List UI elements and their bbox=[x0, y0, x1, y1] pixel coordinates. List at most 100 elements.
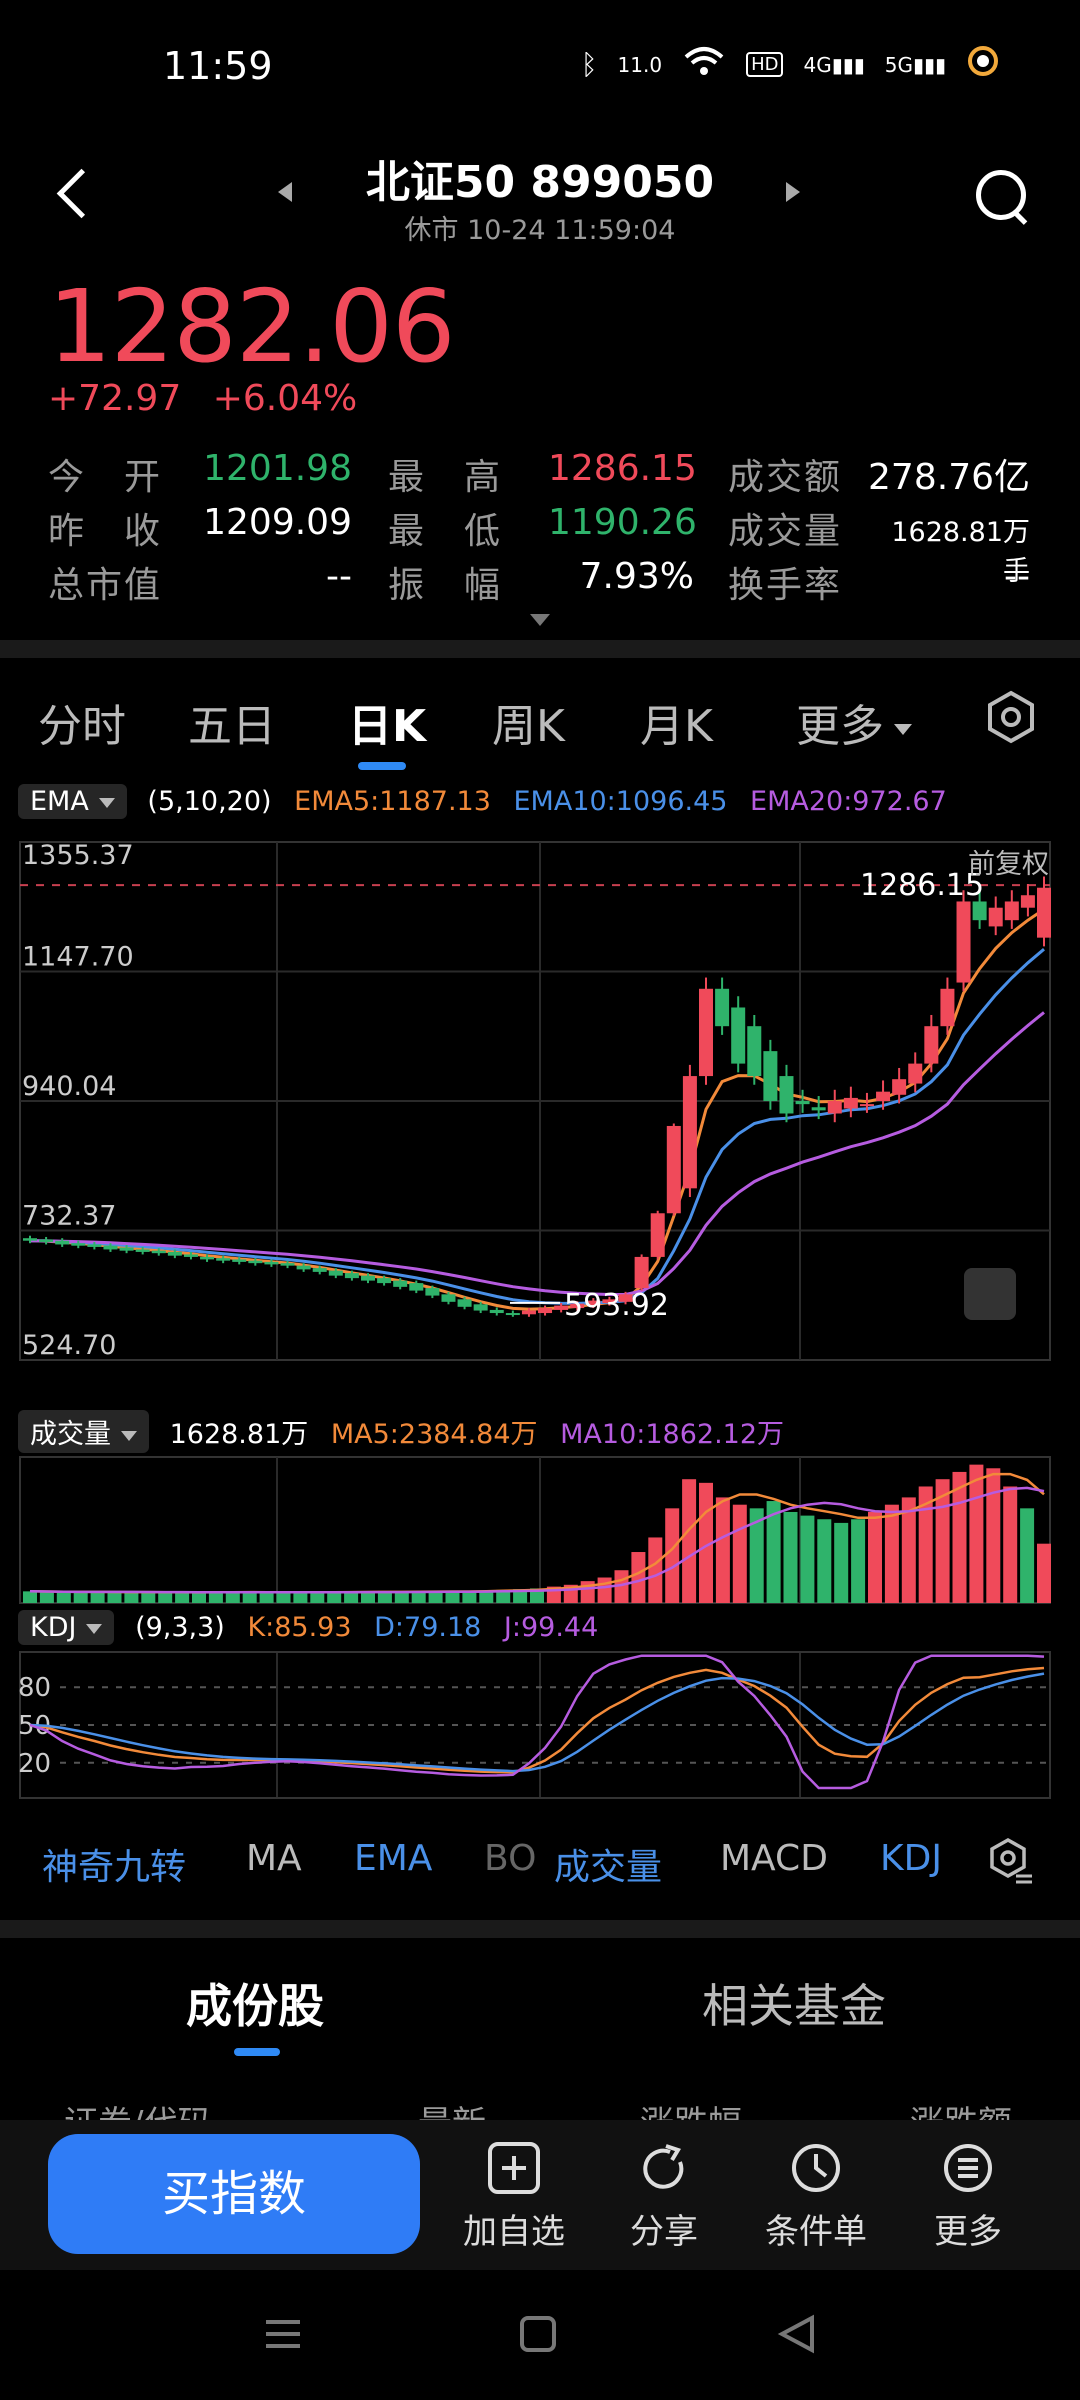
add-watchlist-button[interactable]: 加自选 bbox=[444, 2140, 584, 2253]
volume-bar bbox=[969, 1464, 984, 1603]
volume-bar bbox=[208, 1591, 223, 1603]
indicator-boll[interactable]: BO bbox=[484, 1838, 537, 1879]
indicator-macd[interactable]: MACD bbox=[720, 1838, 828, 1879]
price-adjust-label: 前复权 bbox=[968, 849, 1049, 880]
candle bbox=[618, 1294, 633, 1302]
candle bbox=[908, 1063, 923, 1084]
candle bbox=[55, 1240, 70, 1245]
volume-legend: 成交量 1628.81万 MA5:2384.84万 MA10:1862.12万 bbox=[18, 1410, 784, 1453]
volume-bar bbox=[90, 1592, 105, 1603]
volume-bar bbox=[868, 1511, 882, 1603]
recent-apps-icon[interactable] bbox=[266, 2320, 300, 2348]
previous-index-icon[interactable] bbox=[278, 182, 292, 202]
tab-monthly-k[interactable]: 月K bbox=[640, 701, 713, 752]
chart-settings-icon[interactable] bbox=[984, 690, 1038, 744]
indicator-selector: 神奇九转 MA EMA BO 成交量 MACD KDJ bbox=[0, 1830, 1080, 1900]
tab-weekly-k[interactable]: 周K bbox=[492, 701, 565, 752]
indicator-kdj[interactable]: KDJ bbox=[880, 1838, 942, 1879]
volume-bar bbox=[766, 1501, 781, 1603]
candle bbox=[988, 907, 1003, 927]
candle bbox=[87, 1244, 102, 1247]
stat-value: 1201.98 bbox=[203, 448, 352, 489]
candle bbox=[312, 1268, 327, 1272]
home-icon[interactable] bbox=[520, 2316, 556, 2352]
candle bbox=[570, 1303, 585, 1309]
indicator-ma[interactable]: MA bbox=[246, 1838, 302, 1879]
kdj-d-value: D:79.18 bbox=[374, 1612, 482, 1643]
volume-bar bbox=[141, 1592, 156, 1603]
candle bbox=[232, 1259, 247, 1262]
kdj-legend: KDJ (9,3,3) K:85.93 D:79.18 J:99.44 bbox=[18, 1610, 598, 1650]
tab-more[interactable]: 更多 bbox=[796, 690, 912, 754]
candle bbox=[377, 1278, 392, 1284]
tab-constituents[interactable]: 成份股 bbox=[186, 1979, 324, 2033]
candle bbox=[505, 1313, 520, 1316]
low-price-label: 593.92 bbox=[564, 1288, 669, 1323]
candle bbox=[731, 1007, 746, 1064]
indicator-nine-turns[interactable]: 神奇九转 bbox=[42, 1847, 187, 1888]
expand-stats-icon[interactable] bbox=[530, 614, 550, 626]
stat-value: -- bbox=[1004, 556, 1030, 597]
candle bbox=[151, 1250, 166, 1254]
more-button[interactable]: 更多 bbox=[898, 2140, 1038, 2253]
kdj-level-label: 80 bbox=[18, 1673, 51, 1703]
volume-selector[interactable]: 成交量 bbox=[18, 1410, 149, 1453]
candle bbox=[779, 1076, 794, 1114]
candle bbox=[586, 1300, 601, 1306]
vol-ma5-value: MA5:2384.84万 bbox=[330, 1419, 538, 1450]
volume-bar bbox=[124, 1592, 139, 1603]
volume-bar bbox=[682, 1479, 697, 1603]
crosshair-toggle-icon[interactable] bbox=[964, 1268, 1016, 1320]
tab-five-day[interactable]: 五日 bbox=[188, 701, 276, 752]
tab-daily-k[interactable]: 日K bbox=[348, 701, 427, 752]
next-index-icon[interactable] bbox=[786, 182, 800, 202]
volume-bar bbox=[175, 1592, 190, 1603]
volume-bar bbox=[158, 1592, 173, 1603]
candle bbox=[924, 1026, 939, 1064]
indicator-ema[interactable]: EMA bbox=[354, 1838, 433, 1879]
market-status: 休市 10-24 11:59:04 bbox=[404, 215, 676, 246]
constituent-tabs: 成份股 相关基金 bbox=[0, 1940, 1080, 2060]
candle bbox=[634, 1256, 649, 1289]
volume-bar bbox=[631, 1552, 646, 1603]
conditional-order-button[interactable]: 条件单 bbox=[746, 2140, 886, 2253]
volume-bar bbox=[293, 1591, 308, 1603]
volume-bar bbox=[445, 1590, 460, 1603]
stat-value: -- bbox=[326, 556, 352, 597]
stat-label: 总市值 bbox=[48, 565, 163, 606]
candle bbox=[811, 1107, 826, 1111]
indicator-volume[interactable]: 成交量 bbox=[554, 1847, 663, 1888]
back-nav-icon[interactable] bbox=[777, 2314, 814, 2354]
candle bbox=[1020, 895, 1035, 908]
ema-selector[interactable]: EMA bbox=[18, 784, 127, 819]
share-button[interactable]: 分享 bbox=[594, 2140, 734, 2253]
candle bbox=[39, 1239, 54, 1242]
kdj-selector[interactable]: KDJ bbox=[18, 1610, 115, 1645]
volume-bar bbox=[192, 1592, 206, 1603]
wifi-icon bbox=[682, 45, 726, 84]
buy-index-button[interactable]: 买指数 bbox=[48, 2134, 420, 2254]
stat-label: 换手率 bbox=[728, 565, 843, 606]
change-percent: +6.04% bbox=[212, 378, 358, 419]
divider bbox=[0, 640, 1080, 658]
ema10-value: EMA10:1096.45 bbox=[513, 786, 728, 817]
candle bbox=[843, 1097, 858, 1109]
volume-bar bbox=[344, 1592, 359, 1603]
tab-related-funds[interactable]: 相关基金 bbox=[702, 1979, 886, 2033]
candle bbox=[795, 1101, 810, 1105]
volume-bar bbox=[749, 1508, 764, 1603]
tab-intraday[interactable]: 分时 bbox=[38, 701, 126, 752]
volume-chart[interactable] bbox=[0, 1455, 1080, 1605]
stat-label: 振 幅 bbox=[388, 565, 503, 606]
candle bbox=[554, 1305, 569, 1310]
status-time: 11:59 bbox=[163, 44, 273, 88]
candlestick-chart[interactable]: 1355.37 1147.70 940.04 732.37 524.70 1286.15前… bbox=[0, 830, 1080, 1370]
page-title: 北证50 899050 bbox=[365, 157, 715, 208]
search-icon[interactable] bbox=[976, 170, 1030, 224]
candle bbox=[200, 1256, 215, 1260]
candle bbox=[119, 1247, 134, 1251]
indicator-settings-icon[interactable] bbox=[986, 1836, 1036, 1895]
volume-bar bbox=[462, 1591, 477, 1603]
volume-bar bbox=[276, 1592, 291, 1603]
